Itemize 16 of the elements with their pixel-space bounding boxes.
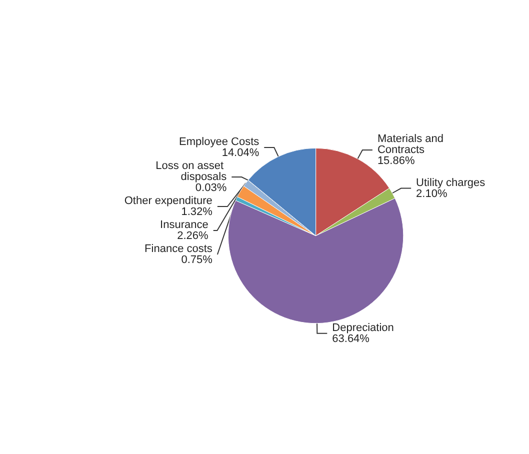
- data-label: 0.75%: [181, 254, 213, 266]
- data-label: 15.86%: [377, 155, 415, 168]
- data-label: 1.32%: [181, 206, 213, 218]
- data-label: 0.03%: [195, 182, 227, 194]
- data-label: 14.04%: [222, 147, 260, 159]
- data-label: 63.64%: [332, 332, 370, 345]
- slice-label: Loss on asset disposals: [156, 160, 228, 183]
- slice-label: Other expenditure: [124, 195, 212, 207]
- slice-label: Utility charges: [416, 176, 486, 189]
- slice-label: Finance costs: [144, 243, 213, 255]
- data-label: 2.10%: [416, 188, 448, 200]
- slice-label: Employee Costs: [179, 136, 260, 148]
- data-label: 2.26%: [177, 230, 209, 242]
- slice-label: Depreciation: [332, 322, 394, 334]
- slice-label: Materials and Contracts: [377, 133, 447, 156]
- slice-label: Insurance: [160, 219, 208, 231]
